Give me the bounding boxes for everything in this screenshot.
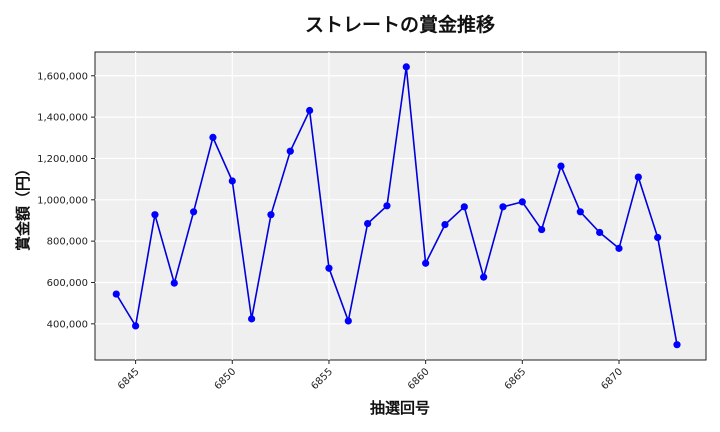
data-point — [673, 341, 681, 349]
data-point — [615, 244, 623, 252]
data-point — [480, 273, 488, 281]
y-tick-label: 400,000 — [47, 319, 88, 330]
data-series-line — [115, 66, 678, 345]
data-point — [325, 264, 333, 272]
data-markers — [112, 63, 681, 349]
data-point — [286, 147, 294, 155]
y-tick-label: 1,600,000 — [37, 71, 88, 82]
data-point — [538, 225, 546, 234]
data-point — [557, 162, 565, 170]
x-tick-label: 6865 — [503, 366, 529, 392]
x-tick-label: 6845 — [116, 366, 142, 392]
chart-title: ストレートの賞金推移 — [305, 13, 495, 36]
data-point — [518, 198, 526, 206]
y-tick-label: 1,000,000 — [37, 195, 88, 206]
x-axis-ticks: 6845 6850 6855 6860 6865 6870 — [116, 360, 625, 392]
data-point — [364, 219, 372, 228]
data-point — [306, 106, 314, 115]
data-point — [460, 203, 468, 211]
data-point — [151, 211, 159, 219]
data-point — [112, 290, 120, 298]
data-point — [402, 63, 410, 71]
data-point — [654, 233, 662, 242]
y-tick-label: 800,000 — [47, 237, 88, 248]
data-point — [132, 322, 140, 330]
plot-area — [94, 51, 707, 361]
data-point — [170, 279, 178, 287]
data-point — [267, 211, 275, 219]
y-axis-ticks: 400,000 600,000 800,000 1,000,000 1,200,000 1… — [37, 71, 95, 330]
data-point — [634, 173, 642, 181]
y-tick-label: 1,400,000 — [37, 113, 88, 124]
data-point — [499, 203, 507, 211]
data-point — [190, 208, 198, 216]
data-point — [596, 228, 604, 237]
x-tick-label: 6855 — [309, 366, 335, 392]
data-point — [209, 133, 217, 141]
data-point — [248, 315, 256, 323]
grid-lines — [95, 52, 706, 360]
data-point — [383, 202, 391, 210]
x-tick-label: 6870 — [599, 366, 625, 392]
y-tick-label: 600,000 — [47, 278, 88, 289]
x-axis-label: 抽選回号 — [370, 399, 430, 417]
data-point — [441, 221, 449, 229]
x-tick-label: 6860 — [406, 366, 432, 392]
data-point — [344, 317, 352, 325]
data-point — [228, 177, 236, 185]
data-point — [576, 208, 584, 216]
y-axis-label: 賞金額（円） — [14, 161, 32, 251]
data-point — [422, 259, 430, 267]
y-tick-label: 1,200,000 — [37, 154, 88, 165]
x-tick-label: 6850 — [213, 366, 239, 392]
